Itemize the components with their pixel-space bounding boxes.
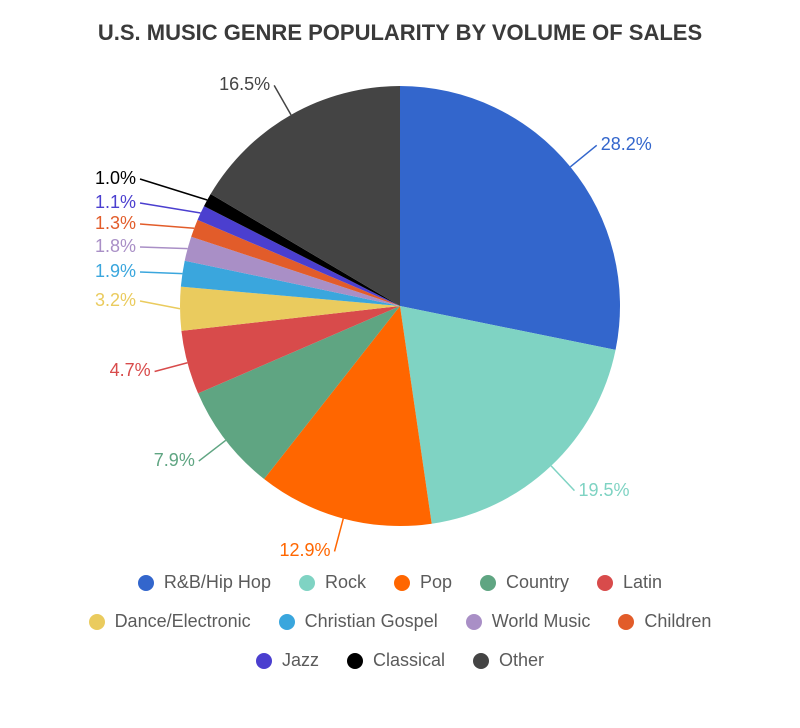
legend-swatch (299, 575, 315, 591)
legend-swatch (597, 575, 613, 591)
legend-item: Pop (394, 572, 452, 593)
legend-swatch (89, 614, 105, 630)
slice-label: 7.9% (154, 450, 195, 471)
legend-label: Children (644, 611, 711, 632)
leader-line (140, 203, 201, 213)
legend-label: Latin (623, 572, 662, 593)
leader-line (274, 85, 291, 115)
legend-item: Rock (299, 572, 366, 593)
slice-label: 16.5% (219, 74, 270, 95)
pie-slice (400, 86, 620, 350)
slice-label: 12.9% (279, 540, 330, 561)
legend-label: Dance/Electronic (115, 611, 251, 632)
legend-swatch (394, 575, 410, 591)
legend-swatch (347, 653, 363, 669)
slice-label: 1.3% (95, 213, 136, 234)
legend-swatch (473, 653, 489, 669)
legend-item: Christian Gospel (279, 611, 438, 632)
legend-item: Latin (597, 572, 662, 593)
slice-label: 1.8% (95, 236, 136, 257)
legend-swatch (256, 653, 272, 669)
legend-item: Classical (347, 650, 445, 671)
leader-line (155, 363, 188, 372)
slice-label: 19.5% (578, 480, 629, 501)
leader-line (199, 440, 226, 461)
chart-title: U.S. MUSIC GENRE POPULARITY BY VOLUME OF… (98, 20, 702, 46)
slice-label: 28.2% (601, 134, 652, 155)
legend-swatch (138, 575, 154, 591)
slice-label: 1.1% (95, 192, 136, 213)
legend: R&B/Hip Hop Rock Pop Country Latin Dance/Elec… (60, 572, 740, 671)
leader-line (140, 224, 194, 228)
leader-line (140, 247, 188, 249)
leader-line (551, 466, 574, 491)
legend-item: Other (473, 650, 544, 671)
slice-label: 1.9% (95, 261, 136, 282)
leader-line (140, 301, 180, 309)
legend-label: Country (506, 572, 569, 593)
pie-chart-area: 28.2%19.5%12.9%7.9%4.7%3.2%1.9%1.8%1.3%1… (0, 46, 800, 566)
legend-item: Jazz (256, 650, 319, 671)
legend-label: Christian Gospel (305, 611, 438, 632)
slice-label: 1.0% (95, 168, 136, 189)
legend-swatch (618, 614, 634, 630)
legend-item: Country (480, 572, 569, 593)
legend-swatch (279, 614, 295, 630)
legend-swatch (480, 575, 496, 591)
legend-label: Rock (325, 572, 366, 593)
leader-line (140, 179, 207, 200)
legend-swatch (466, 614, 482, 630)
legend-label: World Music (492, 611, 591, 632)
legend-label: Pop (420, 572, 452, 593)
leader-line (570, 145, 596, 167)
legend-item: R&B/Hip Hop (138, 572, 271, 593)
legend-item: Dance/Electronic (89, 611, 251, 632)
legend-item: World Music (466, 611, 591, 632)
legend-label: R&B/Hip Hop (164, 572, 271, 593)
legend-item: Children (618, 611, 711, 632)
chart-container: U.S. MUSIC GENRE POPULARITY BY VOLUME OF… (0, 0, 800, 728)
legend-label: Other (499, 650, 544, 671)
legend-label: Jazz (282, 650, 319, 671)
leader-line (335, 519, 344, 552)
slice-label: 3.2% (95, 290, 136, 311)
leader-line (140, 272, 182, 274)
legend-label: Classical (373, 650, 445, 671)
slice-label: 4.7% (110, 360, 151, 381)
